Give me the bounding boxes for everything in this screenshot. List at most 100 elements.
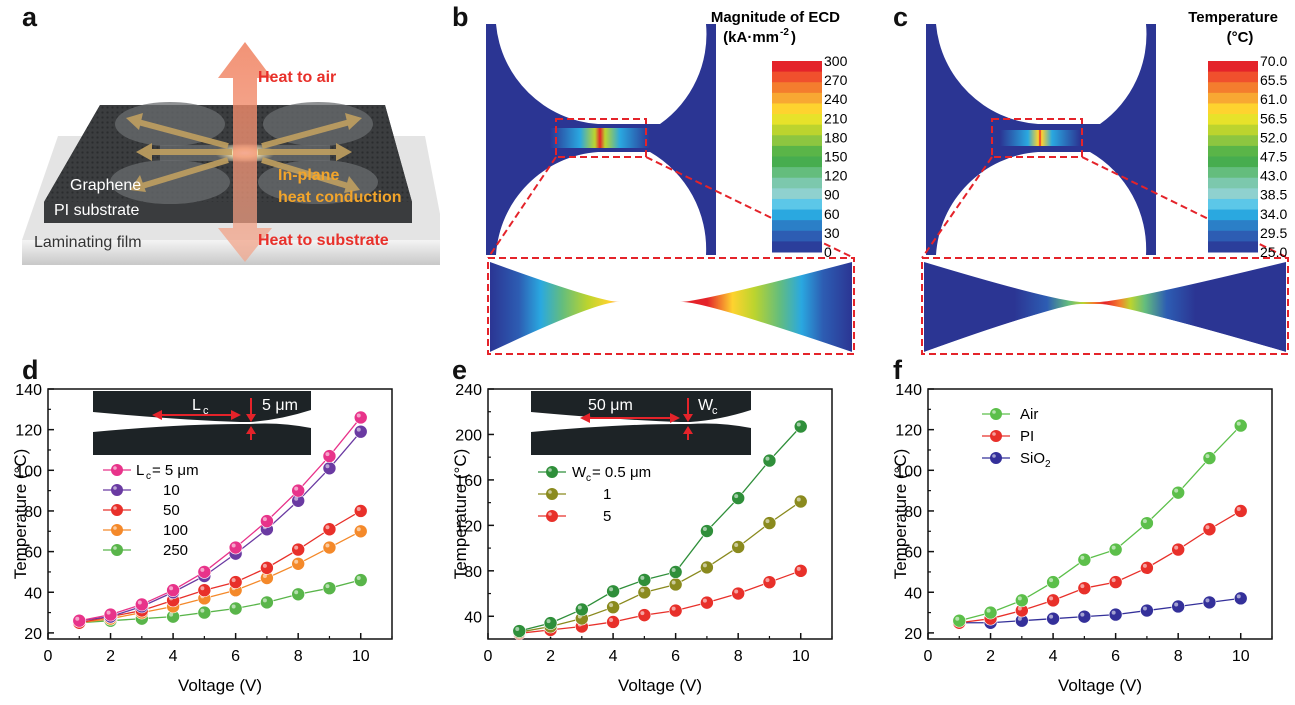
chart-e-legend-label: = 0.5 μm: [592, 464, 651, 481]
chart-e-legend-marker-highlight: [548, 512, 552, 516]
chart-e-data-point-highlight: [702, 563, 707, 568]
chart-e-data-point: [637, 608, 652, 622]
chart-f-y-tick-label: 80: [904, 504, 922, 521]
chart-e-data-point-highlight: [577, 605, 582, 610]
chart-d-data-point-highlight: [75, 616, 80, 621]
chart-f-data-point-highlight: [1080, 612, 1085, 617]
temperature-colorbar-title-2: (°C): [1227, 29, 1254, 46]
chart-d-data-point-highlight: [262, 563, 267, 568]
chart-e-legend-sub: c: [586, 473, 591, 484]
heat-to-air-label: Heat to air: [258, 69, 336, 86]
ecd-simulation: Magnitude of ECD (kA·mm -2 ) 30027024021…: [486, 9, 855, 355]
temperature-colorbar-tick-label: 34.0: [1260, 206, 1287, 222]
temperature-colorbar-segment: [1208, 135, 1258, 147]
chart-d-legend-marker-highlight: [113, 546, 117, 550]
chart-d-axes: 0 2 4 6 8 10 20 40 60 80 100 120 140 Voltage (V) Tempe…: [11, 382, 393, 695]
ecd-colorbar-segment: [772, 145, 822, 157]
chart-f: 0 2 4 6 8 10 20 40 60 80 100 120 140 Voltage (V) Tempe…: [891, 382, 1273, 695]
temperature-colorbar: [1208, 61, 1258, 253]
chart-e-data-point: [543, 616, 558, 630]
chart-d-data-point: [166, 583, 180, 598]
chart-f-data-point: [1202, 451, 1217, 465]
ecd-colorbar-tick-label: 150: [824, 149, 848, 165]
chart-d-y-tick-label: 120: [15, 423, 42, 440]
temperature-simulation: Temperature (°C) 70.0 65.5 61.0 56.5 52.0 47.…: [921, 9, 1289, 355]
ecd-colorbar-segment: [772, 220, 822, 232]
chart-d-series-line: [79, 579, 361, 624]
temperature-colorbar-segment: [1208, 230, 1258, 242]
chart-d-data-point-highlight: [262, 598, 267, 603]
chart-d-legend-marker: [111, 524, 123, 536]
chart-f-data-point-highlight: [1174, 602, 1179, 607]
temperature-colorbar-segment: [1208, 145, 1258, 157]
chart-f-data-point-highlight: [1017, 606, 1022, 611]
chart-d-data-point: [353, 524, 368, 539]
chart-f-axes: 0 2 4 6 8 10 20 40 60 80 100 120 140 Voltage (V) Tempe…: [891, 382, 1273, 695]
chart-f-legend-sub: 2: [1045, 459, 1051, 470]
chart-e-legend-label: W: [572, 464, 587, 481]
chart-f-series-line: [959, 510, 1242, 624]
chart-d-legend-marker-highlight: [113, 466, 117, 470]
chart-d-y-axis-label: Temperature (°C): [11, 449, 30, 580]
ecd-colorbar-segment: [772, 114, 822, 126]
chart-d-legend-label: 100: [163, 522, 188, 539]
ecd-colorbar-segment: [772, 156, 822, 168]
chart-d-series-line: [79, 417, 362, 622]
in-plane-arrows: [126, 113, 362, 193]
ecd-colorbar: [772, 61, 822, 253]
inset-d-lc-sub: c: [203, 405, 209, 417]
chart-d-data-point-highlight: [169, 612, 174, 617]
ecd-colorbar-segment: [772, 209, 822, 221]
chart-d-x-axis-label: Voltage (V): [178, 676, 262, 695]
temperature-colorbar-segment: [1208, 177, 1258, 189]
chart-e-x-tick-label: 8: [734, 648, 743, 665]
chart-d-x-tick-label: 0: [44, 648, 53, 665]
chart-d-data-point-highlight: [356, 506, 361, 511]
temperature-colorbar-title-1: Temperature: [1188, 9, 1278, 26]
ecd-colorbar-tick-label: 30: [824, 225, 840, 241]
chart-d-legend-marker-highlight: [113, 526, 117, 530]
chart-e-data-point: [731, 586, 745, 601]
chart-e-data-point-highlight: [671, 606, 676, 611]
chart-f-data-point-highlight: [1205, 454, 1210, 459]
inset-e: 50 μm W c: [531, 391, 751, 455]
chart-f-data-point: [952, 613, 967, 628]
chart-f-legend-label: PI: [1020, 428, 1034, 445]
chart-e-data-point: [606, 584, 620, 599]
chart-f-y-axis-label: Temperature (°C): [891, 449, 910, 580]
chart-d-data-point-highlight: [325, 525, 330, 530]
chart-e-data-point-highlight: [671, 567, 676, 572]
temperature-colorbar-tick-label: 29.5: [1260, 225, 1287, 241]
chart-f-data-point-highlight: [1142, 563, 1147, 568]
chart-f-data-point-highlight: [1236, 594, 1241, 599]
chart-f-x-tick-label: 10: [1232, 648, 1250, 665]
chart-d-legend-label: 10: [163, 482, 180, 499]
chart-e-data-point-highlight: [609, 603, 614, 608]
ecd-colorbar-title-2: (kA·mm -2 ): [723, 27, 796, 46]
chart-d-data-point: [72, 613, 87, 628]
chart-e-data-point-highlight: [640, 611, 645, 616]
panel-letter-c: c: [893, 2, 909, 32]
chart-d-x-tick-label: 4: [169, 648, 178, 665]
chart-d-legend-sub: c: [146, 471, 151, 482]
chart-e-legend-label: 5: [603, 508, 611, 525]
chart-e-data-point-highlight: [796, 566, 801, 571]
vertical-heat-arrow: [218, 42, 272, 262]
chart-d-legend-marker: [111, 544, 123, 556]
temperature-colorbar-segment: [1208, 114, 1258, 126]
chart-f-data-point: [1171, 542, 1185, 557]
chart-f-data-point-highlight: [1017, 616, 1022, 621]
chart-e-data-point-highlight: [702, 527, 707, 532]
ecd-colorbar-tick-label: 90: [824, 187, 840, 203]
chart-f-data-point-highlight: [1142, 519, 1147, 524]
chart-f-x-tick-label: 4: [1049, 648, 1058, 665]
temperature-colorbar-tick-label: 25.0: [1260, 244, 1287, 260]
chart-d-data-point-highlight: [294, 559, 299, 564]
chart-e-legend-marker-highlight: [548, 468, 552, 472]
temperature-colorbar-tick-label: 38.5: [1260, 187, 1287, 203]
chart-e-x-tick-label: 6: [671, 648, 680, 665]
chart-f-data-point-highlight: [1205, 525, 1210, 530]
ecd-colorbar-tick-label: 300: [824, 53, 848, 69]
temperature-colorbar-segment: [1208, 167, 1258, 179]
chart-d-data-point-highlight: [356, 576, 361, 581]
